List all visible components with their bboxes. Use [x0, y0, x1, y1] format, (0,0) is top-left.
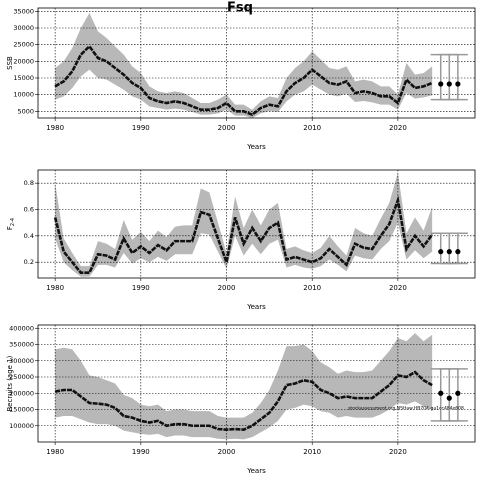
y-tick-label: 200000 [9, 389, 34, 397]
y-axis-label-main: SSB [6, 56, 14, 70]
y-tick-label: 30000 [13, 24, 34, 32]
x-tick-label: 2010 [303, 124, 321, 132]
y-tick-label: 15000 [13, 74, 34, 82]
y-tick-label: 25000 [13, 41, 34, 49]
forecast-point [455, 81, 461, 87]
y-tick-label: 150000 [9, 406, 34, 414]
y-tick-label: 0.2 [24, 258, 34, 266]
forecast-point [446, 249, 452, 255]
y-tick-label: 250000 [9, 373, 34, 381]
estimate-line [54, 370, 433, 431]
x-tick-label: 2010 [303, 448, 321, 456]
y-axis-label: SSB [6, 56, 14, 70]
y-tick-label: 400000 [9, 324, 34, 332]
x-tick-label: 2000 [218, 284, 236, 292]
x-tick-label: 1990 [132, 124, 150, 132]
x-tick-label: 2020 [389, 448, 407, 456]
forecast-point [446, 395, 452, 401]
y-axis-label-main: F [6, 226, 14, 230]
estimate-line [53, 195, 434, 275]
y-tick-label: 0.6 [24, 206, 34, 214]
y-axis-label: Recruits (age 1) [6, 355, 14, 411]
confidence-band [55, 333, 433, 440]
x-tick-label: 1980 [46, 124, 64, 132]
x-tick-label: 1990 [132, 284, 150, 292]
x-tick-label: 2000 [218, 448, 236, 456]
y-axis-label-sub: 2-4 [10, 218, 16, 226]
confidence-band [55, 13, 433, 118]
plot-frame [37, 324, 476, 443]
x-tick-label: 2020 [389, 284, 407, 292]
forecast-point [446, 81, 452, 87]
y-tick-label: 35000 [13, 7, 34, 15]
y-tick-label: 300000 [9, 357, 34, 365]
x-tick-label: 2020 [389, 124, 407, 132]
forecast-point [455, 390, 461, 396]
plot-frame [37, 169, 476, 279]
estimate-line [54, 44, 433, 117]
forecast-point [438, 249, 444, 255]
x-axis-label: Years [246, 303, 266, 311]
plot-frame [37, 7, 476, 119]
x-tick-label: 1980 [46, 284, 64, 292]
y-tick-label: 20000 [13, 57, 34, 65]
y-tick-label: 10000 [13, 91, 34, 99]
x-axis-label: Years [246, 467, 266, 475]
watermark: stockassessment.org,NSHaw.HB704-ga1cc484… [348, 406, 464, 412]
x-tick-label: 1990 [132, 448, 150, 456]
y-tick-label: 0.4 [24, 232, 34, 240]
forecast-point [438, 81, 444, 87]
x-tick-label: 2000 [218, 124, 236, 132]
forecast-point [455, 249, 461, 255]
y-axis-label-main: Recruits (age 1) [6, 355, 14, 411]
y-tick-label: 5000 [17, 107, 34, 115]
y-axis-label: F2-4 [6, 218, 16, 230]
x-axis-label: Years [246, 143, 266, 151]
forecast-point [438, 390, 444, 396]
x-tick-label: 2010 [303, 284, 321, 292]
confidence-band [55, 172, 433, 277]
y-tick-label: 350000 [9, 341, 34, 349]
x-tick-label: 1980 [46, 448, 64, 456]
y-tick-label: 100000 [9, 422, 34, 430]
y-tick-label: 0.8 [24, 179, 34, 187]
